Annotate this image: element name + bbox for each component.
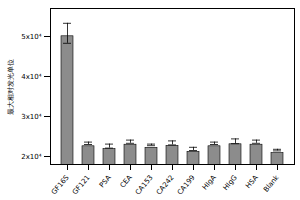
svg-text:2x10⁴: 2x10⁴ xyxy=(21,153,42,161)
svg-text:5x10⁴: 5x10⁴ xyxy=(21,33,42,41)
svg-text:PSA: PSA xyxy=(98,174,113,190)
svg-text:3x10⁴: 3x10⁴ xyxy=(21,113,42,121)
svg-text:4x10⁴: 4x10⁴ xyxy=(21,73,42,81)
svg-text:CA242: CA242 xyxy=(155,174,176,197)
svg-text:CA199: CA199 xyxy=(176,174,197,197)
svg-text:GF121: GF121 xyxy=(71,174,92,197)
svg-text:最大相对发光单位: 最大相对发光单位 xyxy=(7,59,15,115)
svg-text:CA153: CA153 xyxy=(134,174,155,197)
svg-text:GF16S: GF16S xyxy=(50,173,71,196)
svg-text:HSA: HSA xyxy=(244,174,260,191)
svg-text:HIgG: HIgG xyxy=(222,174,239,192)
svg-text:CEA: CEA xyxy=(119,174,134,190)
svg-text:Blank: Blank xyxy=(262,173,281,194)
svg-text:HIgA: HIgA xyxy=(201,173,218,191)
